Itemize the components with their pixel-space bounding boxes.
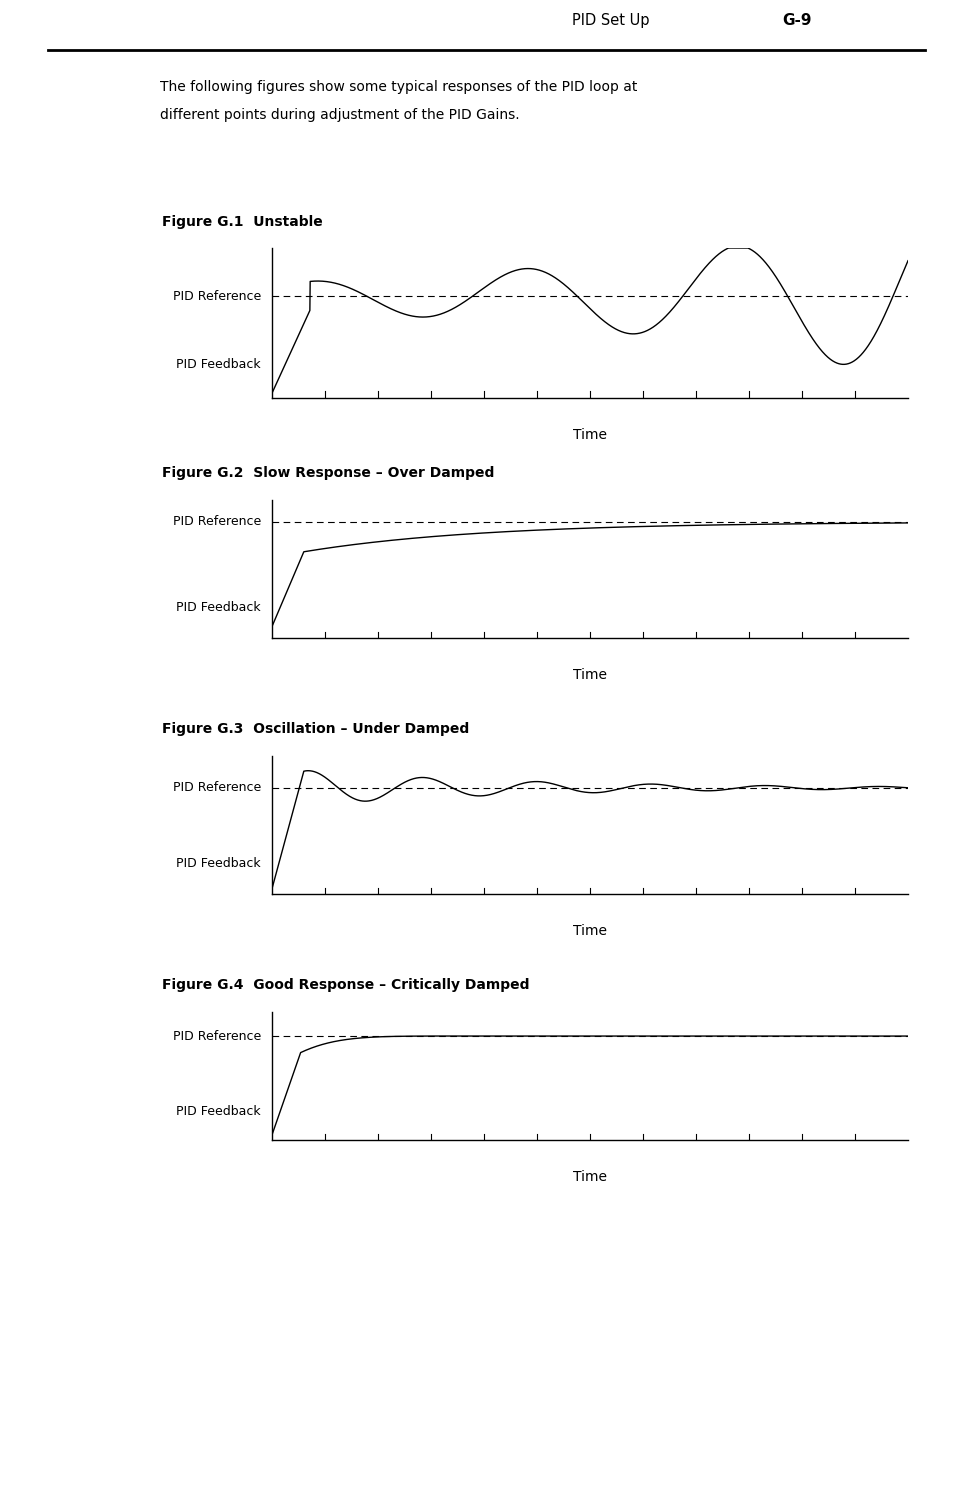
Text: Figure G.2  Slow Response – Over Damped: Figure G.2 Slow Response – Over Damped bbox=[162, 465, 494, 480]
Text: PID Feedback: PID Feedback bbox=[176, 601, 260, 614]
Text: PID Set Up: PID Set Up bbox=[572, 13, 649, 28]
Text: PID Feedback: PID Feedback bbox=[176, 857, 260, 870]
Text: PID Reference: PID Reference bbox=[172, 781, 260, 794]
Text: The following figures show some typical responses of the PID loop at: The following figures show some typical … bbox=[160, 80, 637, 94]
Text: PID Feedback: PID Feedback bbox=[176, 1105, 260, 1118]
Text: different points during adjustment of the PID Gains.: different points during adjustment of th… bbox=[160, 109, 519, 122]
Text: G-9: G-9 bbox=[781, 13, 811, 28]
Text: PID Reference: PID Reference bbox=[172, 290, 260, 303]
Text: PID Reference: PID Reference bbox=[172, 516, 260, 528]
Text: Time: Time bbox=[573, 668, 606, 683]
Text: Time: Time bbox=[573, 923, 606, 938]
Text: Time: Time bbox=[573, 428, 606, 442]
Text: Figure G.4  Good Response – Critically Damped: Figure G.4 Good Response – Critically Da… bbox=[162, 978, 529, 992]
Text: Time: Time bbox=[573, 1170, 606, 1184]
Text: PID Feedback: PID Feedback bbox=[176, 358, 260, 372]
Text: Figure G.1  Unstable: Figure G.1 Unstable bbox=[162, 216, 322, 229]
Text: Figure G.3  Oscillation – Under Damped: Figure G.3 Oscillation – Under Damped bbox=[162, 723, 469, 736]
Text: PID Reference: PID Reference bbox=[172, 1029, 260, 1042]
